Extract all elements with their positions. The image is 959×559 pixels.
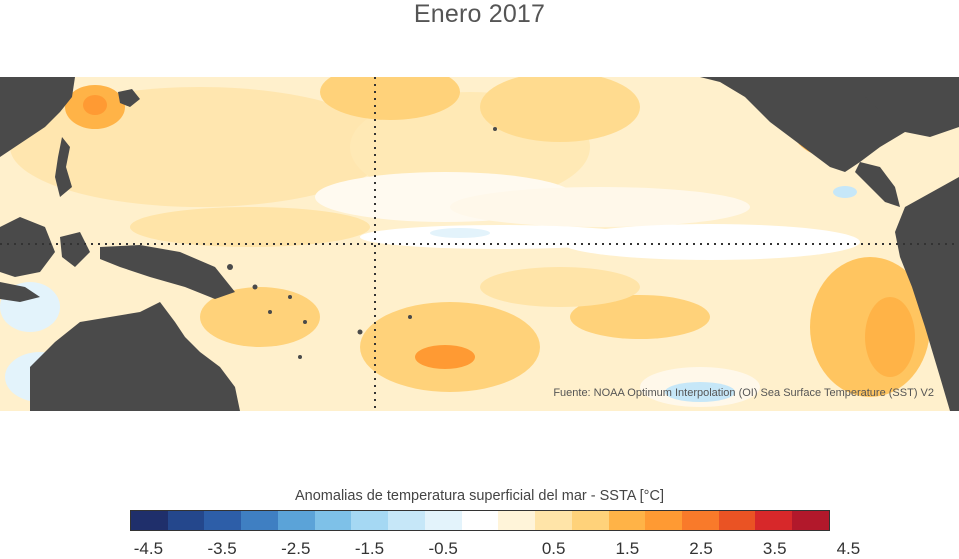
colorbar-swatch <box>314 511 352 530</box>
colorbar-swatch <box>204 511 242 530</box>
colorbar-swatch <box>682 511 719 530</box>
colorbar-tick-label: -1.5 <box>354 539 385 558</box>
philippines-landmass <box>55 137 72 197</box>
colorbar-swatch <box>498 511 536 530</box>
map-canvas <box>0 77 959 411</box>
colorbar-swatch <box>608 511 646 530</box>
java-landmass <box>0 282 40 302</box>
central-america-landmass <box>855 162 900 207</box>
colorbar-swatch <box>755 511 793 530</box>
colorbar-tick-label: 4.5 <box>836 539 861 558</box>
colorbar-label: Anomalias de temperatura superficial del… <box>295 488 664 504</box>
colorbar <box>130 510 830 531</box>
australia-landmass <box>30 302 240 411</box>
colorbar-tick-label: 0.5 <box>541 539 566 558</box>
colorbar-tick-label: -3.5 <box>207 539 237 558</box>
colorbar-swatch <box>645 511 683 530</box>
sulawesi-landmass <box>60 232 90 267</box>
colorbar-swatch <box>131 511 168 530</box>
land-masses <box>0 77 959 411</box>
colorbar-tick-label: 3.5 <box>762 539 787 558</box>
colorbar-swatch <box>277 511 315 530</box>
colorbar-swatch <box>167 511 205 530</box>
colorbar-swatch <box>571 511 609 530</box>
colorbar-swatch <box>461 511 499 530</box>
colorbar-swatch <box>792 511 829 530</box>
colorbar-tick-label: -0.5 <box>428 539 458 558</box>
colorbar-swatch <box>718 511 756 530</box>
colorbar-swatch <box>241 511 278 530</box>
colorbar-tick-label: 1.5 <box>615 539 640 558</box>
south-america-landmass <box>895 177 959 411</box>
sst-anomaly-map <box>0 77 959 411</box>
gulf-of-california <box>712 82 735 119</box>
colorbar-ticks: -4.5 -3.5 -2.5 -1.5 -0.5 0.5 1.5 2.5 3.5 4.5 <box>0 539 959 559</box>
colorbar-swatch <box>535 511 572 530</box>
colorbar-tick-label: 2.5 <box>689 539 713 558</box>
colorbar-tick-label: -2.5 <box>281 539 311 558</box>
asia-landmass <box>0 77 75 157</box>
borneo-landmass <box>0 217 55 277</box>
taiwan-landmass <box>118 89 140 107</box>
colorbar-tick-label: -4.5 <box>133 539 164 558</box>
colorbar-swatch <box>351 511 389 530</box>
map-title: Enero 2017 <box>413 0 546 28</box>
new-guinea-landmass <box>100 245 235 299</box>
colorbar-swatch <box>424 511 462 530</box>
colorbar-swatch <box>388 511 425 530</box>
cuba-landmass <box>865 97 920 111</box>
source-caption: Fuente: NOAA Optimum Interpolation (OI) … <box>553 387 934 399</box>
